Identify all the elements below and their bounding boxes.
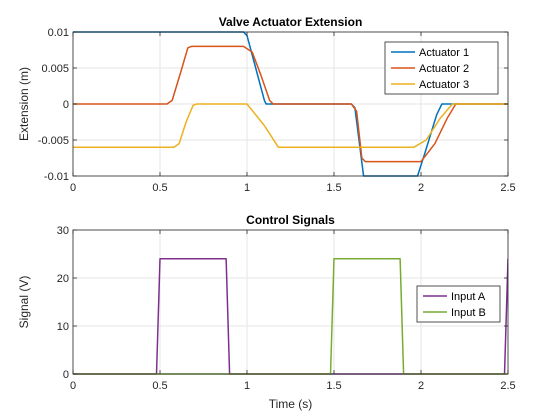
chart-title: Control Signals xyxy=(246,213,335,227)
y-tick-label: 10 xyxy=(57,321,69,333)
y-tick-label: -0.005 xyxy=(38,135,69,147)
x-tick-label: 2 xyxy=(418,182,424,194)
x-axis-label: Time (s) xyxy=(269,397,313,411)
y-axis-label: Signal (V) xyxy=(17,276,31,329)
series-line-actuator-2 xyxy=(73,45,508,163)
x-tick-label: 0 xyxy=(70,380,76,392)
legend-label: Input B xyxy=(451,307,486,319)
x-tick-label: 1 xyxy=(244,182,250,194)
y-tick-label: 0.005 xyxy=(41,63,69,75)
y-axis-label: Extension (m) xyxy=(17,67,31,141)
y-tick-label: 0 xyxy=(63,99,69,111)
y-tick-label: 30 xyxy=(57,225,69,237)
x-tick-label: 0.5 xyxy=(152,380,167,392)
chart-title: Valve Actuator Extension xyxy=(219,15,363,29)
axes-box xyxy=(72,229,509,375)
legend: Input A Input B xyxy=(416,285,501,323)
x-tick-label: 2.5 xyxy=(500,380,515,392)
y-tick-label: 0 xyxy=(63,369,69,381)
y-tick-label: -0.01 xyxy=(44,171,69,183)
y-tick-label: 20 xyxy=(57,273,69,285)
x-tick-label: 2 xyxy=(418,380,424,392)
x-tick-label: 0.5 xyxy=(152,182,167,194)
chart-2: 0 0.5 1 1.5 2 2.5 0 10 20 30 Control Signals Signal… xyxy=(17,213,516,411)
chart-1: 0 0.5 1 1.5 2 2.5 -0.01 -0.005 0 0.005 0.01 Valve A… xyxy=(17,15,516,194)
x-tick-label: 1.5 xyxy=(326,182,341,194)
legend-label: Actuator 1 xyxy=(419,47,469,59)
y-tick-label: 0.01 xyxy=(48,27,69,39)
x-tick-label: 2.5 xyxy=(500,182,515,194)
legend-box xyxy=(416,285,501,323)
legend-label: Input A xyxy=(451,291,486,303)
x-tick-label: 1 xyxy=(244,380,250,392)
legend-label: Actuator 2 xyxy=(419,63,469,75)
legend: Actuator 1 Actuator 2 Actuator 3 xyxy=(384,41,499,95)
x-tick-label: 0 xyxy=(70,182,76,194)
legend-label: Actuator 3 xyxy=(419,79,469,91)
x-tick-label: 1.5 xyxy=(326,380,341,392)
series-line-actuator-3 xyxy=(73,103,508,148)
